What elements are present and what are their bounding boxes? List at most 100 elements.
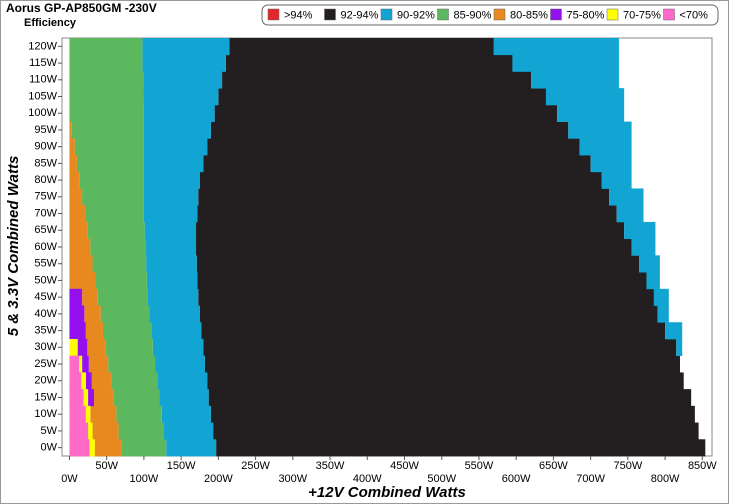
efficiency-segment xyxy=(590,155,632,173)
efficiency-segment xyxy=(579,138,632,156)
x-axis-title: +12V Combined Watts xyxy=(308,484,466,501)
x-tick-label: 650W xyxy=(539,460,568,472)
efficiency-segment xyxy=(105,338,153,357)
efficiency-segment xyxy=(216,439,706,457)
y-tick-label: 35W xyxy=(34,325,57,337)
legend-swatch xyxy=(380,8,393,21)
efficiency-segment xyxy=(69,221,88,240)
efficiency-segment xyxy=(88,355,109,373)
legend-swatch xyxy=(493,8,506,21)
y-tick-label: 95W xyxy=(34,124,57,136)
efficiency-segment xyxy=(646,272,660,290)
efficiency-segment xyxy=(87,338,106,357)
efficiency-segment xyxy=(657,305,669,323)
legend-label: <70% xyxy=(680,9,709,21)
efficiency-segment xyxy=(82,355,89,373)
efficiency-segment xyxy=(493,38,619,56)
efficiency-segment xyxy=(203,338,677,357)
efficiency-segment xyxy=(204,355,680,373)
efficiency-segment xyxy=(85,405,91,423)
efficiency-segment xyxy=(197,272,647,290)
efficiency-segment xyxy=(196,255,640,273)
efficiency-segment xyxy=(157,372,208,390)
efficiency-segment xyxy=(94,439,122,457)
x-tick-label: 600W xyxy=(502,473,531,485)
y-tick-label: 10W xyxy=(34,408,57,420)
efficiency-segment xyxy=(161,405,211,423)
efficiency-segment xyxy=(199,305,658,323)
efficiency-segment xyxy=(83,389,89,407)
efficiency-segment xyxy=(69,288,83,306)
y-tick-label: 15W xyxy=(34,391,57,403)
efficiency-segment xyxy=(118,422,165,440)
efficiency-segment xyxy=(97,288,148,306)
efficiency-segment xyxy=(609,188,644,206)
efficiency-segment xyxy=(116,405,162,423)
efficiency-segment xyxy=(79,171,144,189)
y-tick-label: 50W xyxy=(34,274,57,286)
efficiency-segment xyxy=(207,138,580,156)
efficiency-segment xyxy=(143,171,200,189)
legend-box xyxy=(261,4,719,26)
efficiency-segment xyxy=(69,71,144,89)
efficiency-segment xyxy=(82,188,144,206)
efficiency-segment xyxy=(601,171,632,189)
efficiency-segment xyxy=(69,305,85,323)
legend-label: 92-94% xyxy=(341,9,379,21)
efficiency-segment xyxy=(100,305,150,323)
efficiency-segment xyxy=(624,221,656,240)
legend-label: 75-80% xyxy=(567,9,605,21)
y-tick-label: 80W xyxy=(34,174,57,186)
efficiency-segment xyxy=(76,155,144,173)
y-tick-label: 85W xyxy=(34,157,57,169)
x-tick-label: 0W xyxy=(61,473,78,485)
efficiency-segment xyxy=(166,439,217,457)
efficiency-segment xyxy=(639,255,660,273)
x-tick-label: 800W xyxy=(651,473,680,485)
legend-swatch xyxy=(437,8,449,21)
x-tick-label: 550W xyxy=(465,460,494,472)
efficiency-segment xyxy=(74,138,144,156)
y-tick-label: 90W xyxy=(34,141,57,153)
y-tick-label: 25W xyxy=(34,358,57,370)
efficiency-segment xyxy=(69,422,89,440)
efficiency-segment xyxy=(557,104,625,122)
efficiency-segment xyxy=(198,188,610,206)
y-tick-label: 105W xyxy=(28,90,57,102)
efficiency-segment xyxy=(214,104,558,122)
y-tick-label: 5W xyxy=(41,425,58,437)
efficiency-segment xyxy=(222,71,532,89)
efficiency-segment xyxy=(196,238,632,256)
efficiency-segment xyxy=(81,372,86,390)
efficiency-segment xyxy=(210,121,569,139)
efficiency-segment xyxy=(92,255,147,273)
y-tick-label: 55W xyxy=(34,258,57,270)
x-tick-label: 350W xyxy=(316,460,345,472)
legend-swatch xyxy=(324,8,336,21)
legend-swatch xyxy=(550,8,562,21)
x-tick-label: 400W xyxy=(353,473,382,485)
efficiency-segment xyxy=(631,238,656,256)
y-tick-label: 70W xyxy=(34,207,57,219)
efficiency-segment xyxy=(85,322,103,340)
efficiency-segment xyxy=(69,138,75,156)
y-tick-label: 65W xyxy=(34,224,57,236)
efficiency-segment xyxy=(197,205,617,223)
efficiency-segment xyxy=(69,405,86,423)
legend-label: 80-85% xyxy=(510,9,548,21)
efficiency-segment xyxy=(676,338,683,357)
y-tick-label: 110W xyxy=(29,74,58,86)
efficiency-segment xyxy=(201,322,666,340)
efficiency-segment xyxy=(69,188,83,206)
efficiency-segment xyxy=(225,54,513,72)
efficiency-segment xyxy=(144,221,197,240)
y-tick-label: 60W xyxy=(34,241,57,253)
efficiency-segment xyxy=(85,372,92,390)
y-tick-label: 115W xyxy=(29,57,58,69)
efficiency-segment xyxy=(95,272,147,290)
efficiency-segment xyxy=(88,389,95,407)
efficiency-segment xyxy=(531,71,619,89)
efficiency-segment xyxy=(164,422,214,440)
x-tick-label: 150W xyxy=(167,460,196,472)
